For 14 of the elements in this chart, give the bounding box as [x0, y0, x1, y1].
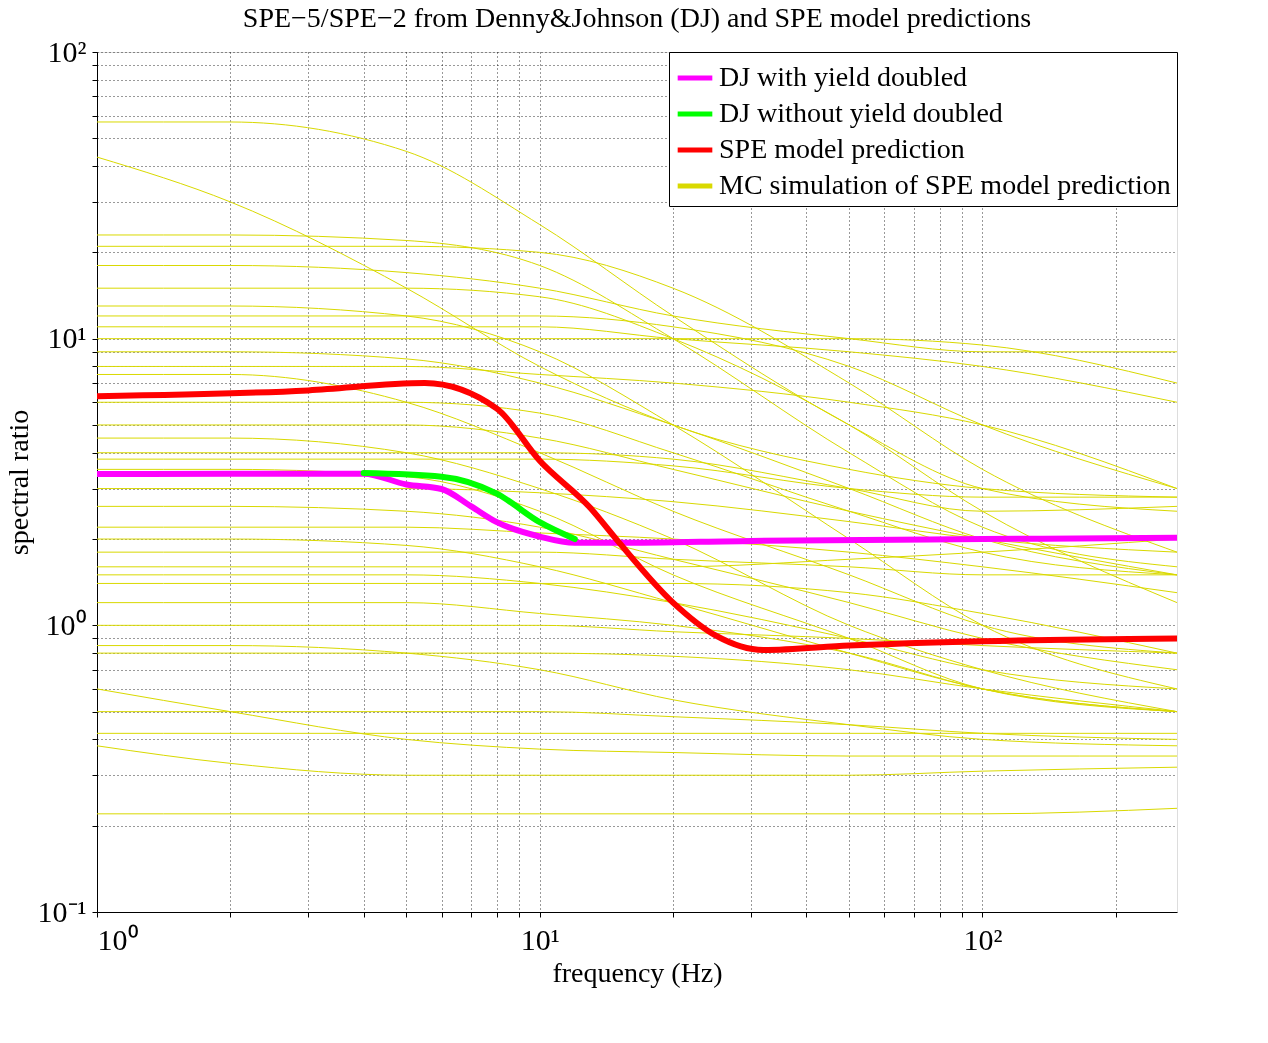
x-tick-label: 10¹ [520, 922, 560, 956]
chart-title: SPE−5/SPE−2 from Denny&Johnson (DJ) and SPE model predictions [242, 2, 1032, 33]
legend-label: MC simulation of SPE model prediction [719, 169, 1171, 200]
legend-label: DJ with yield doubled [719, 61, 968, 92]
y-tick-label: 10⁰ [45, 607, 87, 641]
y-tick-label: 10⁻¹ [37, 894, 87, 928]
legend-label: DJ without yield doubled [719, 97, 1003, 128]
x-tick-label: 10⁰ [97, 922, 139, 956]
y-tick-label: 10¹ [47, 321, 87, 355]
x-tick-label: 10² [963, 922, 1003, 956]
y-tick-label: 10² [47, 34, 87, 68]
legend-label: SPE model prediction [719, 133, 965, 164]
y-axis-title: spectral ratio [2, 409, 34, 556]
x-axis-title: frequency (Hz) [552, 956, 723, 988]
